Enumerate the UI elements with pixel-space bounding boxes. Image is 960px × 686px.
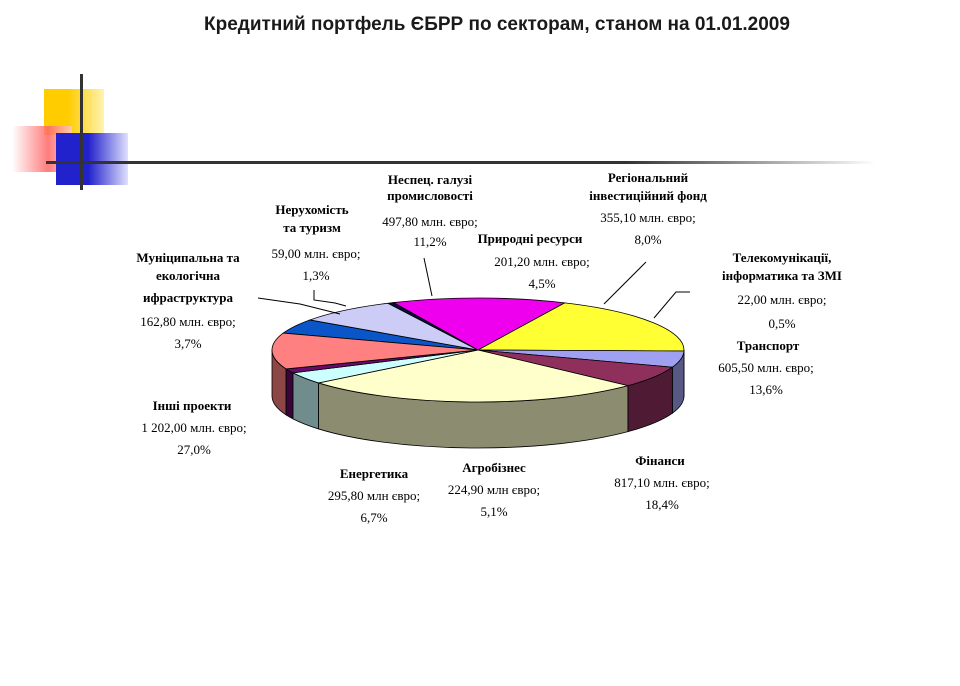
- leader-realty: [313, 290, 347, 307]
- decor-vertical-line: [80, 74, 83, 190]
- label-telecom-percent: 0,5%: [768, 316, 795, 331]
- label-regional-value: 355,10 млн. євро;: [600, 210, 696, 225]
- leader-telecom: [653, 291, 690, 319]
- label-energy-percent: 6,7%: [360, 510, 387, 525]
- label-municipal-value: 162,80 млн. євро;: [140, 314, 236, 329]
- label-transport-line1: Транспорт: [737, 338, 800, 353]
- leader-regional: [603, 261, 647, 305]
- pie-slice-неспец-галузі-промисловості: [271, 332, 479, 370]
- label-agro-line1: Агробізнес: [462, 460, 526, 475]
- label-municipal-line1: Муніципальна та: [136, 250, 240, 265]
- label-realty-line2: та туризм: [283, 220, 341, 235]
- label-finance-percent: 18,4%: [645, 497, 679, 512]
- label-regional-line1: Регіональний: [608, 170, 689, 185]
- label-pryrodni-line1: Природні ресурси: [478, 231, 583, 246]
- label-transport-value: 605,50 млн. євро;: [718, 360, 814, 375]
- label-industry-percent: 11,2%: [413, 234, 446, 249]
- label-industry-line1: Неспец. галузі: [388, 172, 473, 187]
- label-municipal-line3: ифраструктура: [143, 290, 234, 305]
- decor-blue-square: [56, 133, 128, 185]
- label-telecom-line2: інформатика та ЗМІ: [722, 268, 842, 283]
- decor-horizontal-line: [46, 161, 876, 164]
- pie-slice-регіональний-інвестиційний-фонд: [308, 302, 479, 351]
- label-telecom-value: 22,00 млн. євро;: [737, 292, 826, 307]
- label-other-line1: Інші проекти: [153, 398, 232, 413]
- label-transport-percent: 13,6%: [749, 382, 783, 397]
- label-industry-value: 497,80 млн. євро;: [382, 214, 478, 229]
- label-municipal-percent: 3,7%: [174, 336, 201, 351]
- label-finance-line1: Фінанси: [635, 453, 685, 468]
- label-agro-value: 224,90 млн євро;: [448, 482, 540, 497]
- pie-slice-інші-проекти: [318, 349, 629, 403]
- leader-industry: [423, 257, 433, 297]
- label-telecom-line1: Телекомунікації,: [733, 250, 832, 265]
- pie-slice-фінанси: [477, 302, 685, 352]
- label-realty-line1: Нерухомість: [275, 202, 348, 217]
- label-energy-line1: Енергетика: [340, 466, 409, 481]
- label-energy-value: 295,80 млн євро;: [328, 488, 420, 503]
- label-pryrodni-value: 201,20 млн. євро;: [494, 254, 590, 269]
- label-other-value: 1 202,00 млн. євро;: [141, 420, 246, 435]
- label-other-percent: 27,0%: [177, 442, 211, 457]
- label-industry-line2: промисловості: [387, 188, 473, 203]
- pie-slice-транспорт: [392, 297, 567, 351]
- leader-municipal: [257, 297, 341, 315]
- label-municipal-line2: екологічна: [156, 268, 221, 283]
- chart-title: Кредитний портфель ЄБРР по секторам, ста…: [204, 14, 790, 35]
- label-pryrodni-percent: 4,5%: [528, 276, 555, 291]
- label-regional-line2: інвестиційний фонд: [589, 188, 707, 203]
- label-realty-value: 59,00 млн. євро;: [271, 246, 360, 261]
- label-agro-percent: 5,1%: [480, 504, 507, 519]
- label-finance-value: 817,10 млн. євро;: [614, 475, 710, 490]
- label-regional-percent: 8,0%: [634, 232, 661, 247]
- label-realty-percent: 1,3%: [302, 268, 329, 283]
- pie-side-нерухомість-та-туризм: [285, 368, 294, 420]
